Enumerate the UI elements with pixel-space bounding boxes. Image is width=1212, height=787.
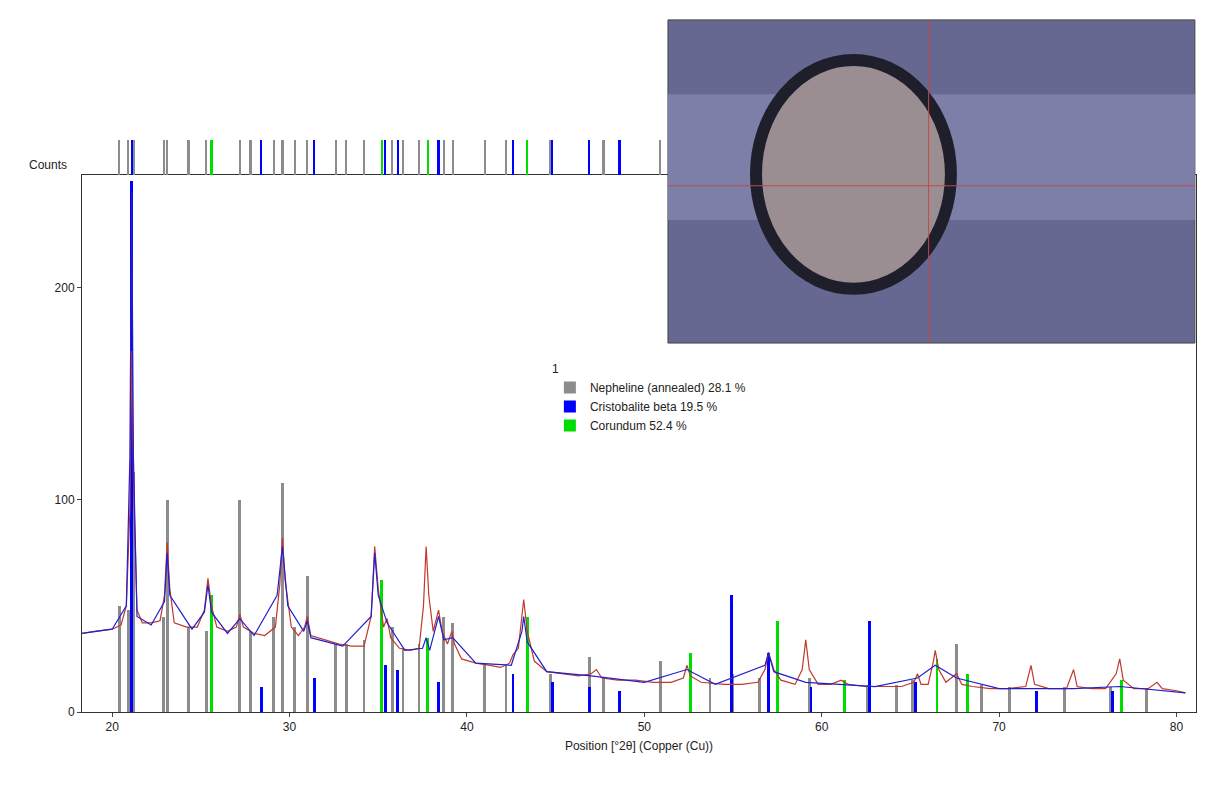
- svg-text:200: 200: [55, 281, 75, 295]
- svg-text:Corundum 52.4 %: Corundum 52.4 %: [590, 419, 687, 433]
- svg-text:50: 50: [638, 720, 652, 734]
- svg-text:Nepheline (annealed) 28.1 %: Nepheline (annealed) 28.1 %: [590, 381, 746, 395]
- svg-text:30: 30: [283, 720, 297, 734]
- svg-text:20: 20: [105, 720, 119, 734]
- svg-text:Cristobalite beta 19.5 %: Cristobalite beta 19.5 %: [590, 400, 718, 414]
- svg-text:100: 100: [55, 493, 75, 507]
- svg-text:Counts: Counts: [29, 158, 67, 172]
- svg-text:60: 60: [815, 720, 829, 734]
- svg-text:70: 70: [992, 720, 1006, 734]
- svg-text:Position [°2θ] (Copper (Cu)): Position [°2θ] (Copper (Cu)): [565, 739, 713, 753]
- svg-text:0: 0: [68, 705, 75, 719]
- svg-text:40: 40: [460, 720, 474, 734]
- svg-text:80: 80: [1170, 720, 1184, 734]
- svg-text:1: 1: [552, 362, 559, 376]
